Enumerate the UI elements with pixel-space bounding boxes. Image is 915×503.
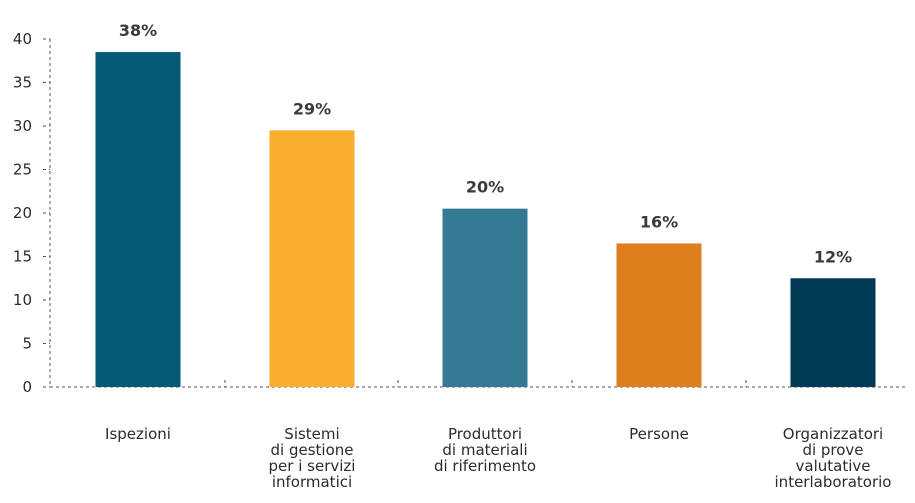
x-tick-label-line: valutative — [796, 457, 871, 475]
y-tick-label: 30 — [13, 117, 32, 135]
data-label: 20% — [466, 178, 504, 197]
x-tick-label-line: per i servizi — [269, 457, 356, 475]
x-tick-label-line: di gestione — [271, 441, 354, 459]
x-tick-label-line: Persone — [629, 425, 689, 443]
x-tick-label-line: Produttori — [448, 425, 522, 443]
data-label: 29% — [293, 99, 331, 118]
x-tick-label-line: Ispezioni — [105, 425, 171, 443]
x-tick-label-line: di prove — [802, 441, 863, 459]
x-tick-label-line: informatici — [272, 473, 352, 491]
y-tick-label: 40 — [13, 30, 32, 48]
x-tick-label: Ispezioni — [105, 425, 171, 443]
y-tick-label: 25 — [13, 161, 32, 179]
y-tick-label: 15 — [13, 248, 32, 266]
data-label: 16% — [640, 212, 678, 231]
x-tick-label-line: interlaboratorio — [775, 473, 892, 491]
x-tick-label: Produttori di materiali di riferimento — [434, 425, 536, 475]
data-labels: 38% 29% 20% 16% 12% — [119, 21, 852, 266]
x-tick-label-line: di materiali — [442, 441, 527, 459]
bar — [790, 278, 876, 387]
x-tick-label-line: Organizzatori — [783, 425, 883, 443]
data-label: 38% — [119, 21, 157, 40]
bars — [95, 52, 876, 388]
y-tick-label: 0 — [22, 378, 32, 396]
bar — [616, 243, 702, 387]
x-tick-label-line: Sistemi — [284, 425, 339, 443]
bar — [269, 130, 355, 387]
x-tick-label: Organizzatori di prove valutative interlabo… — [775, 425, 892, 491]
data-label: 12% — [814, 247, 852, 266]
y-axis: 0 5 10 15 20 25 30 35 40 — [13, 30, 51, 396]
category-labels: Ispezioni Sistemi di gestione per i servizi… — [105, 425, 891, 491]
y-tick-label: 35 — [13, 74, 32, 92]
y-tick-label: 10 — [13, 291, 32, 309]
bar — [95, 52, 181, 388]
y-tick-label: 5 — [22, 335, 32, 353]
x-tick-label-line: di riferimento — [434, 457, 536, 475]
x-tick-label: Persone — [629, 425, 689, 443]
y-tick-label: 20 — [13, 204, 32, 222]
x-tick-label: Sistemi di gestione per i servizi informati… — [269, 425, 356, 491]
bar — [442, 208, 528, 387]
